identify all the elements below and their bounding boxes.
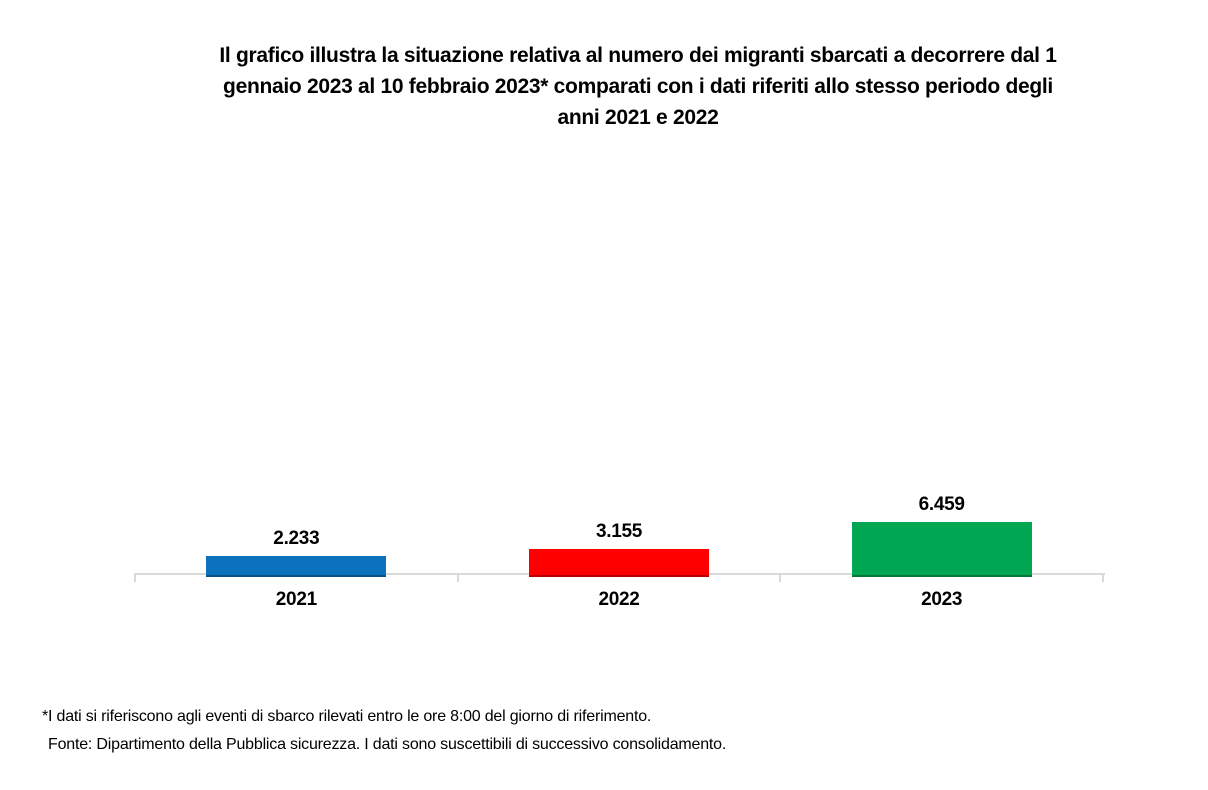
bar-bottom-edge [206, 575, 387, 577]
category-label-2021: 2021 [275, 589, 317, 610]
bar-2021 [206, 556, 387, 577]
bar-value-label-2022: 3.155 [595, 521, 643, 542]
bar-value-label-2023: 6.459 [918, 494, 965, 515]
bar-2022 [529, 549, 709, 577]
x-axis-tick [779, 573, 782, 582]
chart-title-line-2: gennaio 2023 al 10 febbraio 2023* compar… [223, 75, 1053, 98]
category-label-2022: 2022 [598, 589, 640, 610]
footnote-asterisk: *I dati si riferiscono agli eventi di sb… [42, 708, 652, 725]
chart-title-line-3: anni 2021 e 2022 [557, 106, 719, 129]
bar-value-label-2021: 2.233 [273, 528, 320, 549]
x-axis-tick [456, 573, 459, 582]
footnotes: *I dati si riferiscono agli eventi di sb… [42, 703, 726, 759]
footnote-source: Fonte: Dipartimento della Pubblica sicur… [48, 736, 727, 753]
category-label-2023: 2023 [921, 589, 963, 610]
chart-title-line-1: Il grafico illustra la situazione relati… [219, 44, 1057, 67]
chart-title: Il grafico illustra la situazione relati… [68, 40, 1208, 133]
bar-bottom-edge [529, 575, 709, 577]
x-axis-tick [134, 573, 136, 582]
x-axis-tick [1102, 573, 1104, 582]
bar-bottom-edge [851, 575, 1032, 577]
bar-2023 [851, 522, 1032, 577]
